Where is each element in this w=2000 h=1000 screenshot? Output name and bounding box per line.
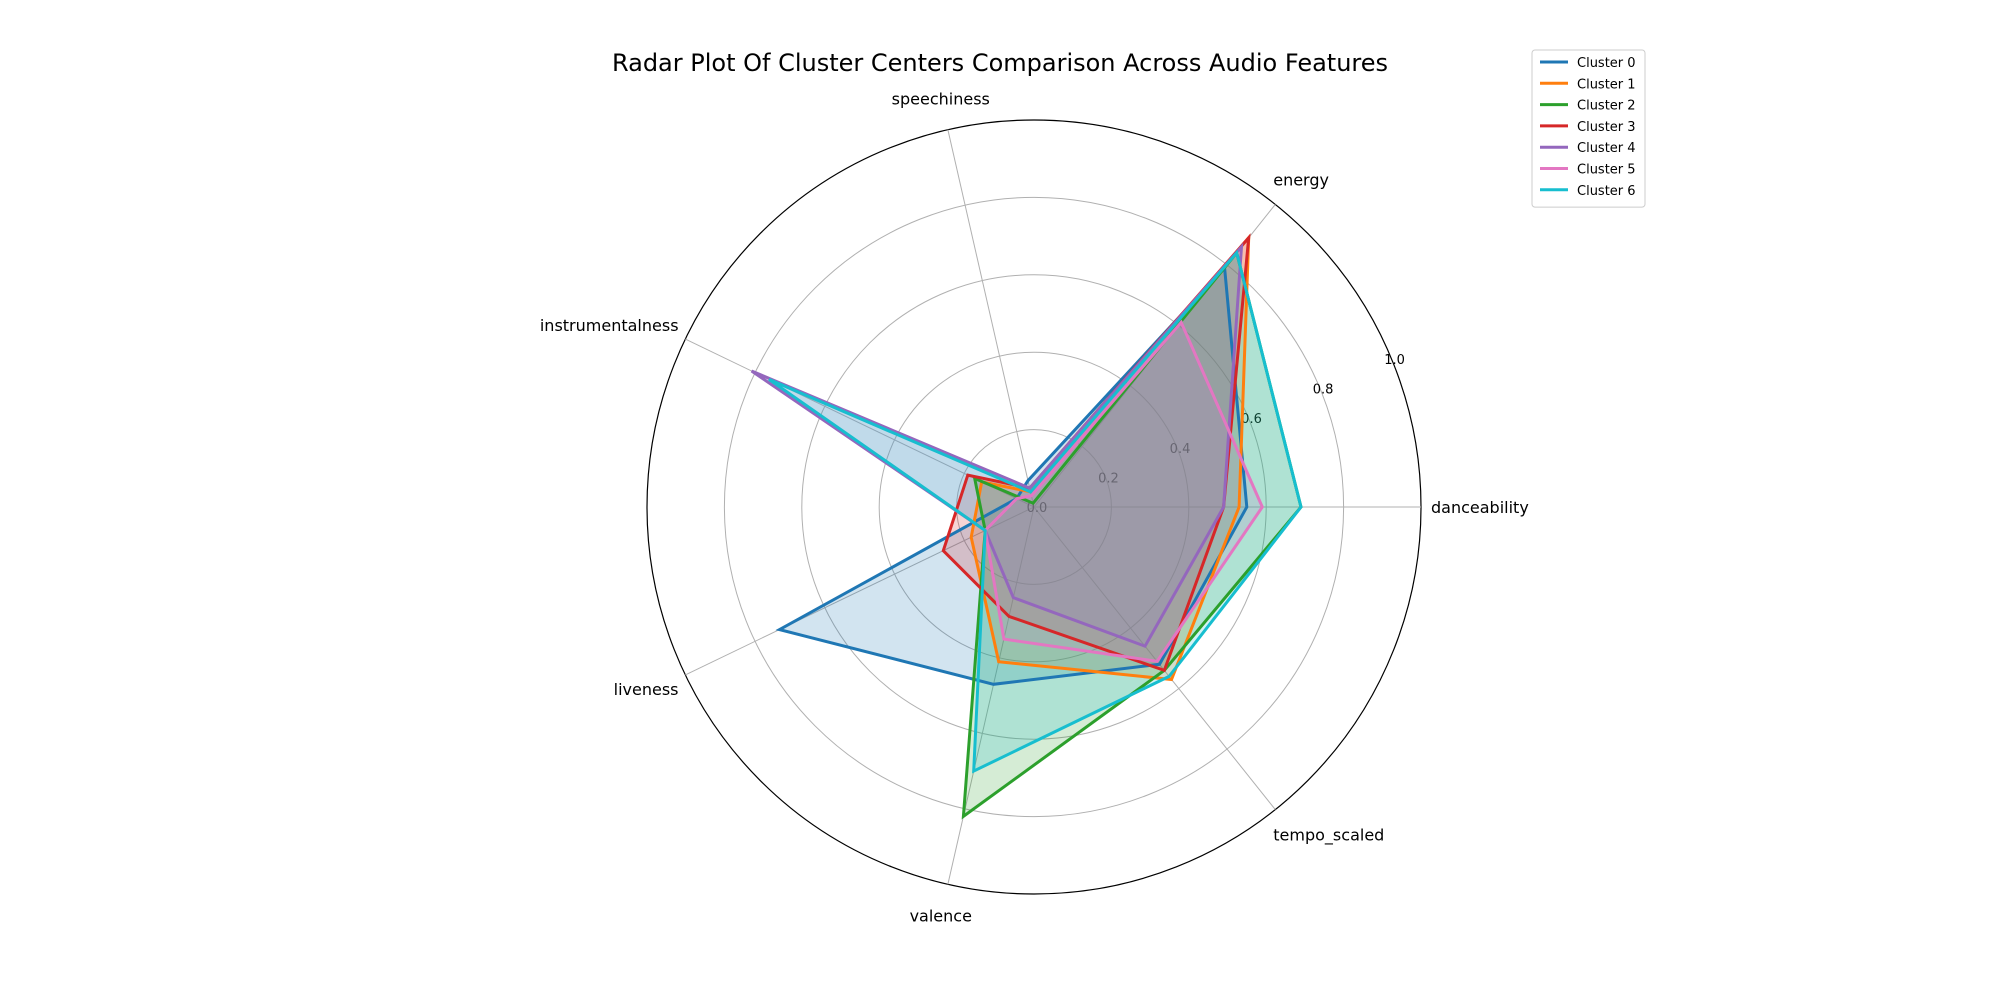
legend-entry: Cluster 1 bbox=[1577, 77, 1636, 92]
series-fill bbox=[769, 252, 1301, 772]
legend-entry: Cluster 3 bbox=[1577, 120, 1636, 135]
axis-label: instrumentalness bbox=[540, 316, 679, 335]
grid-spoke bbox=[1033, 506, 1276, 810]
grid-spoke bbox=[685, 506, 1035, 676]
chart-title: Radar Plot Of Cluster Centers Comparison… bbox=[612, 49, 1388, 77]
series-line bbox=[983, 319, 1265, 663]
axis-label: tempo_scaled bbox=[1273, 826, 1384, 846]
r-tick-label: 0.4 bbox=[1170, 442, 1191, 457]
legend: Cluster 0 Cluster 1 Cluster 2 Cluster 3 Clus… bbox=[1531, 49, 1646, 208]
r-tick-label: 0.8 bbox=[1313, 383, 1334, 398]
r-tick-label: 1.0 bbox=[1384, 353, 1405, 368]
axis-label: speechiness bbox=[892, 90, 990, 109]
axis-label: energy bbox=[1273, 170, 1329, 189]
grid-spoke bbox=[947, 506, 1035, 885]
series-fill bbox=[963, 252, 1301, 817]
axis-label: liveness bbox=[614, 680, 679, 699]
radar-axis-labels: danceability energy speechiness instrumenta… bbox=[540, 90, 1529, 926]
axis-label: danceability bbox=[1431, 498, 1529, 517]
series-fill bbox=[943, 237, 1249, 671]
series-fill bbox=[985, 322, 1263, 662]
series-line bbox=[768, 249, 1303, 774]
radar-grid: 0.0 0.2 0.4 0.6 0.8 1.0 bbox=[646, 119, 1422, 895]
series-fill bbox=[751, 246, 1242, 647]
r-tick-label: 0.2 bbox=[1098, 471, 1119, 486]
legend-entry: Cluster 4 bbox=[1577, 141, 1636, 156]
r-tick-label: 0.0 bbox=[1027, 501, 1048, 516]
radar-series bbox=[750, 233, 1303, 820]
grid-spoke bbox=[947, 129, 1035, 508]
axis-label: valence bbox=[910, 906, 972, 925]
series-fill bbox=[971, 237, 1249, 680]
legend-entry: Cluster 5 bbox=[1577, 163, 1636, 178]
legend-entry: Cluster 6 bbox=[1577, 184, 1636, 199]
legend-entry: Cluster 2 bbox=[1577, 99, 1636, 114]
r-tick-label: 0.6 bbox=[1241, 412, 1262, 427]
legend-entry: Cluster 0 bbox=[1577, 56, 1636, 71]
